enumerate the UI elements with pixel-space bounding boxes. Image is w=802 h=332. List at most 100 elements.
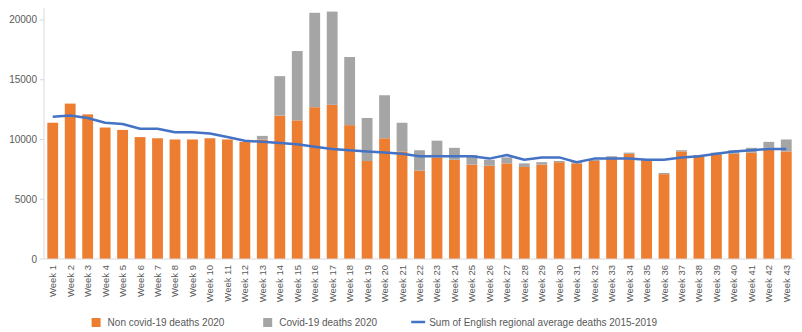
x-tick-label: Week 16 [309, 265, 320, 302]
x-tick-label: Week 29 [536, 265, 547, 302]
y-tick-label: 10000 [9, 134, 37, 145]
x-tick-label: Week 10 [204, 265, 215, 302]
x-tick-label: Week 6 [135, 265, 146, 297]
bar [449, 148, 460, 160]
x-tick-label: Week 32 [589, 265, 600, 302]
bar [100, 127, 111, 128]
bar [676, 151, 687, 259]
x-tick-label: Week 2 [65, 265, 76, 297]
bar [257, 139, 268, 259]
x-tick-label: Week 18 [344, 265, 355, 302]
bar [763, 148, 774, 259]
x-tick-label: Week 40 [728, 265, 739, 302]
bar [397, 151, 408, 259]
y-tick-label: 0 [31, 254, 37, 265]
x-tick-label: Week 42 [763, 265, 774, 302]
bar [82, 114, 93, 259]
bar [309, 107, 320, 259]
bar [65, 103, 76, 104]
bar [501, 163, 512, 259]
x-tick-label: Week 9 [187, 265, 198, 297]
bar [484, 160, 495, 166]
bar [606, 156, 617, 157]
bar [746, 153, 757, 259]
bar [135, 137, 146, 259]
y-tick-label: 15000 [9, 74, 37, 85]
bar [624, 153, 635, 154]
bar [466, 165, 477, 259]
bar [344, 125, 355, 259]
bar [397, 123, 408, 152]
x-tick-label: Week 39 [711, 265, 722, 302]
x-tick-label: Week 35 [641, 265, 652, 302]
x-tick-label: Week 1 [47, 265, 58, 297]
bar [327, 12, 338, 105]
bar [205, 138, 216, 139]
bar [606, 157, 617, 259]
x-tick-label: Week 24 [449, 265, 460, 302]
x-tick-label: Week 31 [571, 265, 582, 302]
x-tick-label: Week 20 [379, 265, 390, 302]
bar [763, 142, 774, 148]
bar [274, 116, 285, 259]
chart-svg: 0 5000 10000 15000 20000 Week 1 Week 2 Week 3 We… [0, 0, 802, 332]
bar [205, 138, 216, 259]
legend-swatch [411, 321, 425, 324]
y-tick [40, 19, 44, 20]
bar [135, 137, 146, 138]
bar [152, 138, 163, 139]
bar [47, 122, 58, 123]
bar [571, 163, 582, 259]
bar [239, 142, 250, 259]
x-tick-label: Week 3 [82, 265, 93, 297]
x-tick-label: Week 17 [327, 265, 338, 302]
bar [152, 138, 163, 259]
x-tick-label: Week 19 [362, 265, 373, 302]
legend-swatch [92, 318, 101, 327]
bar [536, 165, 547, 259]
y-tick [40, 199, 44, 200]
bar [711, 155, 722, 259]
bar [362, 161, 373, 259]
legend: Non covid-19 deaths 2020Covid-19 deaths … [92, 317, 658, 328]
x-tick-label: Week 21 [397, 265, 408, 302]
bar [379, 95, 390, 138]
bar [432, 157, 443, 259]
bar [292, 51, 303, 120]
x-tick-label: Week 34 [624, 265, 635, 302]
x-tick-label: Week 13 [257, 265, 268, 302]
bar [292, 120, 303, 259]
bar [414, 150, 425, 170]
x-tick-label: Week 7 [152, 265, 163, 297]
y-axis-line [44, 8, 45, 259]
bar [362, 118, 373, 161]
bar [65, 104, 76, 259]
bar [676, 150, 687, 151]
bar [728, 154, 739, 259]
y-tick-label: 20000 [9, 14, 37, 25]
y-tick [40, 139, 44, 140]
x-tick-label: Week 26 [484, 265, 495, 302]
bar [344, 57, 355, 125]
x-tick-label: Week 8 [169, 265, 180, 297]
bar [47, 123, 58, 259]
bar [589, 161, 600, 259]
bar [187, 139, 198, 259]
bar [501, 157, 512, 163]
y-tick [40, 79, 44, 80]
x-tick-label: Week 37 [676, 265, 687, 302]
bar [309, 13, 320, 107]
y-tick-label: 5000 [15, 194, 38, 205]
x-tick-label: Week 30 [554, 265, 565, 302]
bar [117, 129, 128, 130]
bar [641, 161, 652, 259]
x-tick-label: Week 12 [239, 265, 250, 302]
y-tick [40, 259, 44, 260]
legend-label: Non covid-19 deaths 2020 [108, 317, 225, 328]
plot-marks [47, 12, 791, 259]
x-tick-label: Week 43 [781, 265, 792, 302]
legend-swatch [263, 318, 272, 327]
x-tick-label: Week 33 [606, 265, 617, 302]
bar [117, 130, 128, 259]
x-tick-label: Week 5 [117, 265, 128, 297]
